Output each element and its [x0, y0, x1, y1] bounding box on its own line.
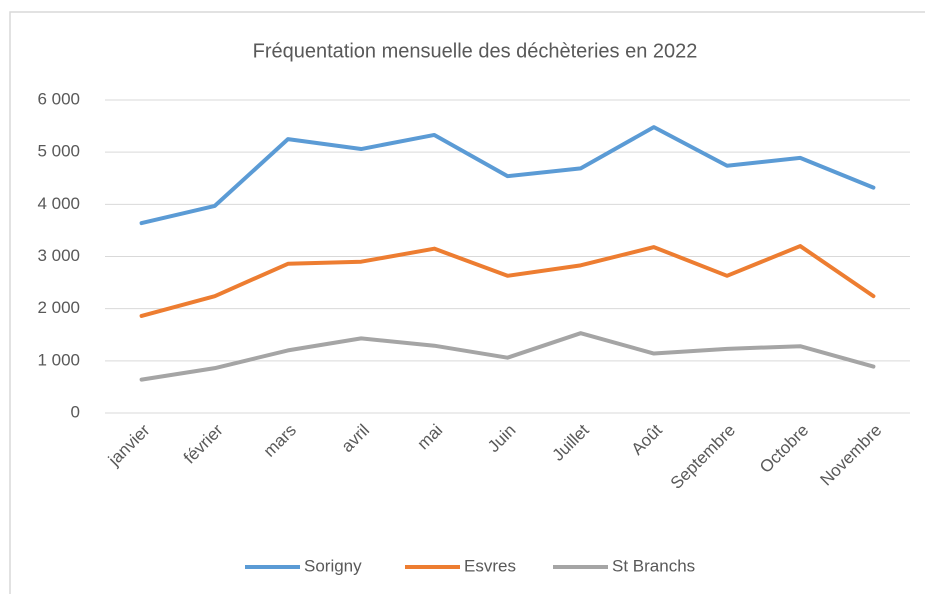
y-tick-label: 0 — [71, 402, 80, 421]
y-tick-label: 6 000 — [37, 89, 80, 108]
chart-border — [9, 11, 925, 594]
x-tick-label: février — [180, 420, 227, 467]
y-tick-label: 4 000 — [37, 194, 80, 213]
x-tick-label: janvier — [104, 420, 154, 470]
x-tick-label: avril — [338, 421, 373, 456]
legend-label: Esvres — [464, 556, 516, 575]
y-tick-label: 1 000 — [37, 350, 80, 369]
x-tick-label: Septembre — [667, 421, 739, 493]
chart-title: Fréquentation mensuelle des déchèteries … — [253, 40, 698, 62]
series-line — [139, 125, 876, 226]
series-line — [139, 331, 876, 382]
x-tick-label: mai — [414, 421, 447, 454]
legend-label: Sorigny — [304, 556, 362, 575]
series-line — [139, 244, 876, 318]
y-tick-label: 3 000 — [37, 246, 80, 265]
y-tick-label: 2 000 — [37, 298, 80, 317]
x-tick-label: mars — [260, 421, 300, 461]
x-tick-label: Novembre — [817, 421, 886, 490]
y-tick-label: 5 000 — [37, 142, 80, 161]
x-tick-label: Juillet — [549, 420, 593, 464]
legend-label: St Branchs — [612, 556, 695, 575]
x-tick-label: Août — [628, 420, 666, 458]
x-tick-label: Juin — [484, 421, 519, 456]
x-tick-label: Octobre — [756, 421, 812, 477]
